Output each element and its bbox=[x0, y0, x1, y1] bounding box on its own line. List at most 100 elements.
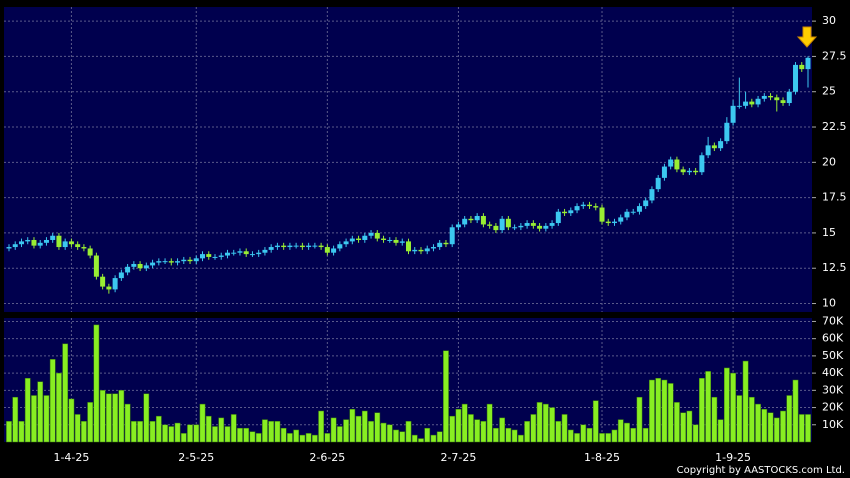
candle-body bbox=[181, 259, 187, 262]
candle-body bbox=[799, 64, 805, 70]
candle-body bbox=[443, 242, 449, 245]
volume-bar bbox=[224, 426, 231, 443]
volume-bar bbox=[549, 407, 555, 443]
candle-body bbox=[587, 204, 593, 207]
volume-bar bbox=[293, 429, 299, 443]
volume-bar bbox=[68, 398, 75, 443]
candle-body bbox=[218, 255, 224, 257]
y-tick-label: 30K bbox=[822, 383, 844, 396]
volume-bar bbox=[630, 427, 637, 443]
candle-body bbox=[724, 122, 730, 142]
volume-bar bbox=[798, 414, 805, 443]
candle-body bbox=[693, 170, 699, 173]
candle-body bbox=[299, 245, 305, 248]
candle-body bbox=[624, 211, 630, 218]
candle-body bbox=[543, 225, 549, 229]
candle-body bbox=[661, 166, 667, 178]
volume-bar bbox=[130, 421, 137, 443]
volume-bar bbox=[124, 403, 131, 443]
candle-body bbox=[349, 238, 355, 242]
candle-body bbox=[243, 251, 249, 255]
candle-body bbox=[449, 227, 455, 245]
volume-bar bbox=[37, 381, 44, 443]
candle-body bbox=[418, 249, 424, 252]
y-tick-label: 30 bbox=[822, 14, 836, 27]
volume-bar bbox=[511, 429, 518, 443]
x-tick-label: 2-7-25 bbox=[440, 451, 476, 464]
candle-body bbox=[162, 261, 168, 263]
latest-arrow bbox=[796, 26, 818, 48]
candle-body bbox=[649, 189, 655, 201]
candle-body bbox=[168, 261, 174, 263]
candle-body bbox=[12, 244, 18, 248]
candle-body bbox=[112, 278, 118, 290]
volume-bar bbox=[180, 433, 187, 443]
candle-body bbox=[87, 248, 93, 256]
candle-body bbox=[499, 218, 505, 231]
candle-body bbox=[493, 225, 499, 231]
volume-bar bbox=[692, 424, 699, 443]
candle-body bbox=[318, 245, 324, 248]
volume-bar bbox=[81, 421, 87, 443]
volume-bar bbox=[218, 417, 225, 443]
candle-body bbox=[93, 255, 99, 277]
candle-body bbox=[430, 247, 436, 249]
candle-body bbox=[306, 245, 312, 248]
candle-body bbox=[387, 239, 393, 241]
volume-bar bbox=[561, 414, 568, 443]
volume-bar bbox=[424, 427, 431, 443]
volume-bar bbox=[499, 417, 505, 443]
candle-body bbox=[274, 245, 280, 248]
volume-bar bbox=[56, 372, 62, 443]
candle-body bbox=[75, 244, 81, 248]
candle-body bbox=[237, 251, 243, 253]
candle-body bbox=[281, 245, 287, 248]
y-tick-label: 40K bbox=[822, 366, 844, 379]
volume-bar bbox=[93, 324, 100, 443]
volume-bar bbox=[711, 396, 718, 443]
volume-bar bbox=[349, 409, 356, 443]
volume-bar bbox=[305, 433, 312, 443]
volume-bar bbox=[199, 403, 206, 443]
candle-body bbox=[674, 159, 680, 170]
volume-bar bbox=[567, 429, 574, 443]
volume-bar bbox=[674, 402, 680, 443]
volume-bar bbox=[312, 434, 318, 443]
volume-bar bbox=[430, 434, 437, 443]
volume-bar bbox=[330, 417, 337, 443]
y-tick-label: 17.5 bbox=[822, 191, 847, 204]
volume-bar bbox=[361, 410, 368, 443]
candle-body bbox=[374, 232, 380, 239]
x-tick-label: 1-8-25 bbox=[584, 451, 620, 464]
volume-bar bbox=[780, 410, 786, 443]
candle-body bbox=[480, 215, 486, 225]
volume-bar bbox=[624, 422, 630, 443]
y-tick-label: 10K bbox=[822, 418, 844, 431]
candle-body bbox=[780, 100, 786, 104]
volume-bar bbox=[736, 395, 743, 443]
volume-bar bbox=[249, 431, 256, 443]
volume-bar bbox=[43, 395, 50, 443]
volume-bar bbox=[24, 378, 31, 443]
volume-bar bbox=[205, 415, 212, 443]
candle-body bbox=[368, 232, 374, 236]
volume-bar bbox=[280, 427, 287, 443]
candle-body bbox=[774, 97, 780, 101]
volume-bar bbox=[480, 421, 487, 443]
candle-body bbox=[31, 239, 37, 246]
volume-bar bbox=[386, 424, 393, 443]
volume-bar bbox=[31, 395, 37, 443]
candle-body bbox=[643, 200, 649, 207]
candle-body bbox=[562, 211, 568, 214]
price-panel bbox=[4, 7, 812, 312]
candle-body bbox=[249, 254, 255, 256]
volume-bar bbox=[680, 412, 687, 443]
candle-body bbox=[37, 242, 43, 246]
candle-body bbox=[512, 227, 518, 229]
candle-body bbox=[655, 177, 661, 190]
volume-bar bbox=[418, 438, 424, 443]
candle-body bbox=[424, 248, 430, 252]
candle-body bbox=[56, 235, 62, 248]
candle-body bbox=[381, 238, 387, 240]
volume-bar bbox=[18, 421, 25, 443]
